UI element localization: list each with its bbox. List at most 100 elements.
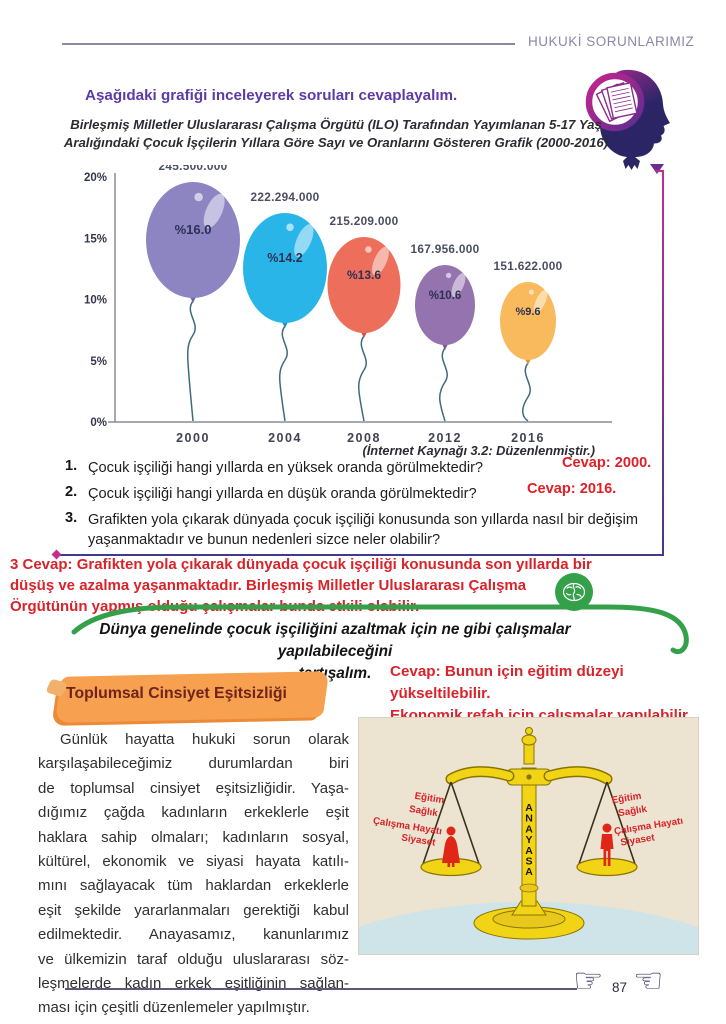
x-axis-year-label: 2012: [428, 431, 462, 445]
body-line: Günlük hayatta hukuki sorun olarak: [60, 731, 349, 748]
anayasa-letter: A: [525, 845, 533, 857]
balloon-percent-label: %13.6: [347, 268, 381, 282]
banner-brush-tail: [45, 678, 68, 698]
y-tick-label: 20%: [84, 172, 107, 184]
balloon-count-label: 151.622.000: [494, 259, 563, 273]
balloon-percent-label: %10.6: [429, 290, 462, 302]
question-answer: Cevap: 2000.: [562, 455, 652, 471]
thinking-head-icon: [585, 69, 670, 170]
anayasa-scale-illustration: A N A Y A S A Eğitim Sağlık Çalışma Hayatı Siyaset…: [358, 717, 699, 955]
y-tick-label: 5%: [90, 356, 107, 368]
body-line: kültürel, ekonomik ve siyasi hayata katı…: [38, 853, 349, 871]
scale-beam: [445, 766, 613, 786]
balloon-2012: %10.6 167.956.000: [411, 242, 480, 422]
scale-left-label: Sağlık: [408, 804, 439, 819]
balloon-count-label: 222.294.000: [251, 190, 320, 204]
page-number: 87: [612, 980, 628, 995]
answer-3-line: düşüş ve azalma yaşanmaktadır. Birleşmiş…: [10, 577, 527, 594]
discussion-question: Dünya genelinde çocuk işçiliğini azaltma…: [80, 619, 590, 685]
scale-pans: [422, 781, 636, 865]
scale-left-label: Eğitim: [414, 791, 446, 807]
balloon-highlight: [371, 246, 389, 276]
balloon-string: [187, 300, 196, 422]
chart-source-caption: (İnternet Kaynağı 3.2: Düzenlenmiştir.): [362, 443, 595, 458]
body-line: dığımız çağda kadınların erkeklerle eşit: [38, 804, 349, 822]
section-body-text: Günlük hayatta hukuki sorun olarak karşıl…: [38, 728, 349, 1021]
pointing-hand-right-icon: ☞: [573, 961, 604, 1001]
body-line: mını sağlayacak tüm haklardan erkeklerle: [38, 877, 349, 895]
header-rule: [62, 43, 515, 45]
anayasa-letter: Y: [525, 834, 532, 846]
section-title: Toplumsal Cinsiyet Eşitsizliği: [66, 685, 287, 702]
pointer-triangle-icon: [650, 164, 664, 174]
balloon-body: [500, 282, 556, 360]
balloon-highlight: [203, 193, 225, 229]
activity-prompt: Aşağıdaki grafiği inceleyerek soruları c…: [85, 87, 458, 104]
balloon-percent-label: %16.0: [175, 222, 212, 237]
x-axis-year-label: 2008: [347, 431, 381, 445]
scale-right-label: Siyaset: [620, 832, 656, 848]
page-header: HUKUKİ SORUNLARIMIZ: [528, 34, 695, 49]
body-line: karşılaşabileceğimiz durumlardan biri: [38, 755, 349, 773]
scale-right-label: Sağlık: [617, 804, 648, 819]
chart-title-line1: Birleşmiş Milletler Uluslararası Çalışma…: [70, 117, 602, 132]
balloon-2000: %16.0 245.500.000: [146, 165, 240, 422]
discussion-answer: Cevap: Bunun için eğitim düzeyi yükselti…: [390, 661, 726, 727]
balloon-string: [358, 335, 367, 422]
scale-right-label: Eğitim: [611, 791, 643, 807]
connector-stub: [655, 170, 664, 172]
balloon-highlight: [294, 224, 314, 257]
x-axis-year-label: 2004: [268, 431, 302, 445]
x-axis-year-label: 2000: [176, 431, 210, 445]
child-labor-balloon-chart: 0% 5% 10% 15% 20% %16.0 245.500.000 2000 %14.2 22…: [84, 165, 612, 458]
scale-base: [473, 900, 585, 940]
anayasa-letter: S: [525, 856, 532, 868]
scale-column: [519, 727, 539, 907]
chart-title-line2: Aralığındaki Çocuk İşçilerin Yıllara Gör…: [63, 135, 609, 150]
scale-left-label: Siyaset: [401, 832, 437, 848]
question-number: 2.: [65, 484, 78, 500]
balloon-highlight: [533, 289, 548, 314]
balloon-percent-label: %9.6: [515, 306, 540, 318]
balloon-string: [522, 362, 531, 422]
balloon-count-label: 215.209.000: [330, 214, 399, 228]
discussion-answer-line1: Cevap: Bunun için eğitim düzeyi yükselti…: [390, 663, 624, 702]
connector-horizontal-line: [57, 554, 664, 556]
balloon-body: [243, 213, 327, 323]
body-line: leşmelerde kadın erkek eşitliğinin sağla…: [38, 975, 349, 993]
discussion-line1: Dünya genelinde çocuk işçiliğini azaltma…: [99, 621, 571, 660]
answer-3-text: 3 Cevap: Grafikten yola çıkarak dünyada …: [10, 554, 660, 617]
balloon-percent-label: %14.2: [267, 251, 302, 265]
connector-vertical-line: [662, 170, 664, 556]
footer-rule: [65, 988, 577, 990]
question-text: Çocuk işçiliği hangi yıllarda en düşük o…: [88, 486, 477, 502]
anayasa-letter: N: [525, 813, 533, 825]
woman-silhouette: [442, 826, 460, 867]
question-number: 1.: [65, 458, 78, 474]
man-silhouette: [600, 823, 614, 866]
brain-icon: [562, 582, 586, 602]
discussion-swoosh: [71, 573, 689, 655]
y-tick-label: 15%: [84, 233, 107, 245]
balloon-body: [146, 182, 240, 298]
question-number: 3.: [65, 510, 78, 526]
balloon-body: [327, 237, 401, 333]
answer-3-line: 3 Cevap: Grafikten yola çıkarak dünyada …: [10, 556, 592, 573]
balloon-2004: %14.2 222.294.000: [243, 190, 327, 422]
y-tick-label: 10%: [84, 295, 107, 307]
pointing-hand-left-icon: ☜: [633, 961, 664, 1001]
balloon-highlight: [451, 273, 466, 297]
x-axis-year-label: 2016: [511, 431, 545, 445]
anayasa-letter: A: [525, 802, 533, 814]
question-text: Çocuk işçiliği hangi yıllarda en yüksek …: [88, 460, 484, 476]
anayasa-letter: A: [525, 866, 533, 878]
balloon-string: [278, 325, 288, 422]
body-line: ve ülkemizin taraf olduğu uluslararası s…: [38, 950, 349, 968]
balloon-count-label: 167.956.000: [411, 242, 480, 256]
balloon-2008: %13.6 215.209.000: [327, 214, 401, 422]
body-line: ması için çeşitli düzenlemeler yapılmışt…: [38, 999, 310, 1017]
documents-icon: [595, 82, 638, 123]
y-tick-label: 0%: [90, 417, 107, 429]
